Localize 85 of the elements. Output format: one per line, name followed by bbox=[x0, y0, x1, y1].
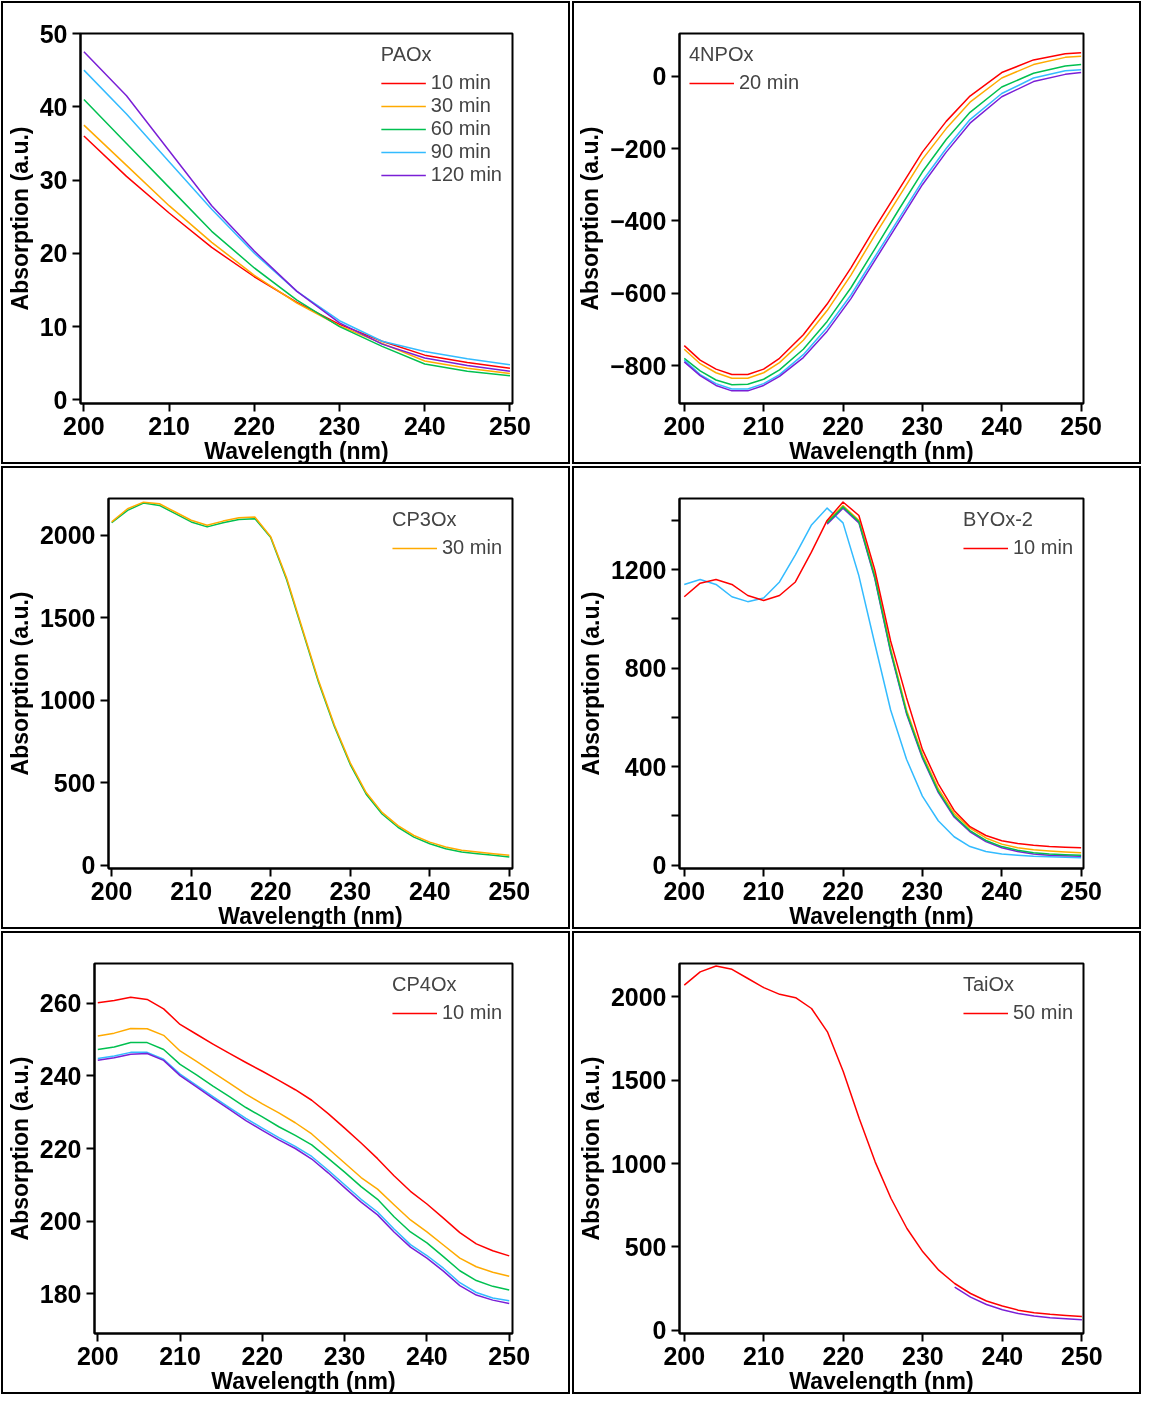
y-tick-label: 2000 bbox=[610, 982, 667, 1011]
y-tick-label: 1000 bbox=[39, 686, 96, 715]
legend-label: 120 min bbox=[430, 163, 502, 186]
y-axis-title: Absorption (a.u.) bbox=[6, 591, 33, 776]
x-tick-label: 210 bbox=[742, 1341, 785, 1370]
y-axis-title: Absorption (a.u.) bbox=[6, 1056, 33, 1241]
legend-label: 30 min bbox=[430, 94, 491, 117]
x-tick-label: 210 bbox=[742, 876, 785, 905]
x-tick-label: 230 bbox=[901, 876, 944, 905]
y-tick-label: 500 bbox=[53, 768, 96, 797]
y-tick-label: 10 bbox=[39, 312, 68, 341]
y-tick-label: 240 bbox=[39, 1061, 82, 1090]
legend-title: BYOx-2 bbox=[962, 508, 1034, 531]
y-axis-title: Absorption (a.u.) bbox=[577, 591, 604, 776]
legend-title: CP3Ox bbox=[391, 508, 458, 531]
x-tick-label: 250 bbox=[1060, 411, 1102, 440]
y-tick-label: 1200 bbox=[610, 555, 667, 584]
x-tick-label: 250 bbox=[1061, 1341, 1103, 1370]
y-tick-label: 1000 bbox=[610, 1149, 667, 1178]
y-tick-label: 30 bbox=[39, 166, 68, 195]
x-tick-label: 230 bbox=[902, 1341, 944, 1370]
legend-label: 50 min bbox=[1012, 1001, 1073, 1024]
x-tick-label: 210 bbox=[159, 1341, 201, 1370]
legend-label: 20 min bbox=[739, 71, 800, 94]
legend-label: 10 min bbox=[1012, 536, 1073, 559]
legend-label: 30 min bbox=[441, 536, 502, 559]
y-tick-label: 40 bbox=[39, 92, 68, 121]
x-tick-label: 220 bbox=[249, 876, 292, 905]
y-tick-label: 20 bbox=[39, 239, 68, 268]
x-tick-label: 220 bbox=[822, 876, 864, 905]
y-tick-label: 2000 bbox=[39, 521, 96, 550]
y-tick-label: 0 bbox=[652, 1316, 667, 1345]
y-axis-title: Absorption (a.u.) bbox=[6, 126, 33, 311]
x-tick-label: 240 bbox=[980, 411, 1023, 440]
x-tick-label: 240 bbox=[408, 876, 451, 905]
y-tick-label: −400 bbox=[610, 206, 667, 235]
legend-label: 10 min bbox=[430, 71, 491, 94]
x-tick-label: 230 bbox=[318, 411, 361, 440]
y-tick-label: 500 bbox=[624, 1232, 667, 1261]
x-tick-label: 200 bbox=[76, 1341, 119, 1370]
line-series bbox=[97, 996, 510, 1257]
x-tick-label: 240 bbox=[403, 411, 446, 440]
y-tick-label: 220 bbox=[39, 1134, 82, 1163]
y-tick-label: 0 bbox=[53, 385, 68, 414]
y-tick-label: 800 bbox=[624, 654, 667, 683]
legend-label: 90 min bbox=[430, 140, 491, 163]
legend-label: 60 min bbox=[430, 117, 491, 140]
y-tick-label: 260 bbox=[39, 989, 82, 1018]
y-tick-label: 50 bbox=[39, 19, 68, 48]
x-tick-label: 240 bbox=[980, 876, 1023, 905]
legend-title: 4NPOx bbox=[689, 43, 755, 66]
x-tick-label: 240 bbox=[406, 1341, 448, 1370]
y-tick-label: 400 bbox=[624, 752, 667, 781]
line-series bbox=[953, 1286, 1083, 1321]
x-tick-label: 250 bbox=[488, 1341, 531, 1370]
legend-title: PAOx bbox=[380, 43, 433, 66]
y-tick-label: 1500 bbox=[610, 1066, 667, 1095]
legend-title: TaiOx bbox=[962, 973, 1016, 996]
y-tick-label: 1500 bbox=[39, 603, 96, 632]
x-tick-label: 230 bbox=[323, 1341, 366, 1370]
line-series bbox=[683, 965, 1083, 1318]
y-tick-label: 0 bbox=[652, 851, 667, 880]
x-tick-label: 220 bbox=[233, 411, 276, 440]
x-tick-label: 210 bbox=[148, 411, 190, 440]
y-tick-label: −200 bbox=[610, 134, 667, 163]
x-tick-label: 250 bbox=[489, 411, 531, 440]
x-tick-label: 230 bbox=[329, 876, 372, 905]
y-tick-label: 200 bbox=[39, 1207, 82, 1236]
x-tick-label: 210 bbox=[170, 876, 213, 905]
x-tick-label: 220 bbox=[822, 411, 864, 440]
y-tick-label: 180 bbox=[39, 1279, 82, 1308]
y-axis-title: Absorption (a.u.) bbox=[577, 126, 604, 311]
x-tick-label: 220 bbox=[241, 1341, 284, 1370]
y-axis-title: Absorption (a.u.) bbox=[577, 1056, 604, 1241]
x-tick-label: 250 bbox=[1060, 876, 1102, 905]
legend-title: CP4Ox bbox=[391, 973, 458, 996]
x-tick-label: 210 bbox=[742, 411, 785, 440]
y-tick-label: −600 bbox=[610, 279, 667, 308]
y-tick-label: 0 bbox=[652, 62, 667, 91]
x-tick-label: 240 bbox=[981, 1341, 1024, 1370]
legend-label: 10 min bbox=[441, 1001, 502, 1024]
y-tick-label: −800 bbox=[610, 351, 667, 380]
x-tick-label: 220 bbox=[822, 1341, 865, 1370]
x-tick-label: 250 bbox=[488, 876, 531, 905]
x-tick-label: 230 bbox=[901, 411, 944, 440]
